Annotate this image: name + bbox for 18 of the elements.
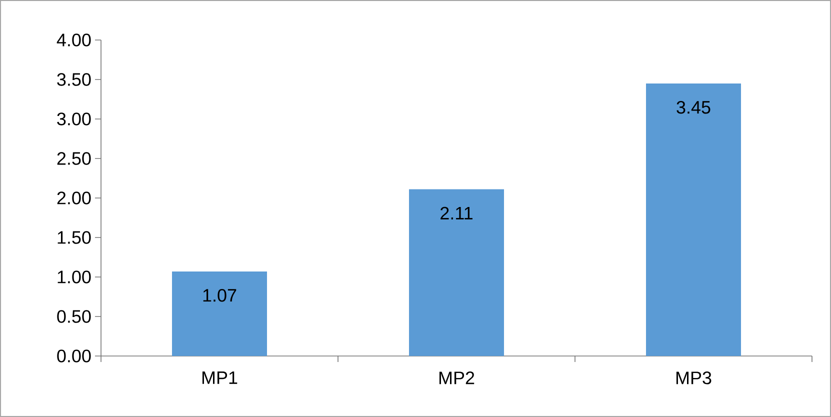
y-tick-label: 1.00 [58,270,91,284]
x-tick-label: MP1 [202,372,238,384]
y-tick-label: 2.00 [57,192,91,204]
y-tick-label: 1.50 [58,231,91,244]
data-label: 1.07 [203,288,236,302]
bar [409,189,504,356]
y-tick-label: 3.00 [57,112,91,126]
y-tick-label: 4.00 [56,34,91,46]
data-label: 2.11 [440,206,472,220]
bar [172,271,268,356]
x-tick-label: MP2 [439,372,474,384]
y-tick-label: 0.00 [57,350,91,362]
y-tick-label: 3.50 [57,73,91,86]
data-label: 3.45 [676,100,710,114]
y-tick-label: 0.50 [57,310,91,323]
y-tick-label: 2.50 [57,152,91,165]
x-tick-label: MP3 [676,372,712,384]
bar [646,83,741,356]
